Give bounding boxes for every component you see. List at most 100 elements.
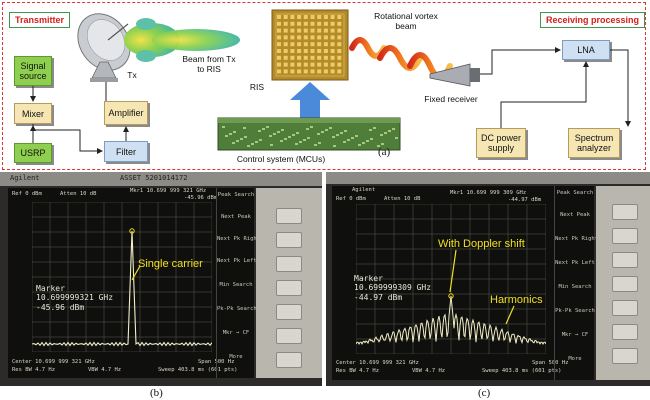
center-freq-c: Center 10.699 999 321 GHz — [336, 360, 419, 366]
span-c: Span 500 Hz — [532, 360, 569, 366]
sweep-c: Sweep 403.8 ms (601 pts) — [482, 368, 562, 374]
softkey-next-peak-b: Next Peak — [221, 214, 251, 220]
system-diagram-panel — [2, 2, 646, 170]
hardkey-c-4 — [612, 276, 638, 292]
instrument-header-b — [0, 172, 322, 186]
asset-label-b: ASSET 5201014172 — [120, 174, 188, 182]
rotational-vortex-beam — [349, 37, 453, 80]
hardkey-b-3 — [276, 256, 302, 272]
softkey-mkr-cf-b: Mkr → CF — [222, 330, 250, 336]
softkey-pk-pk-search-c: Pk-Pk Search — [555, 308, 595, 314]
trace-single-carrier — [32, 230, 212, 347]
vbw-c: VBW 4.7 Hz — [412, 368, 446, 374]
callout-harmonics: Harmonics — [490, 294, 543, 306]
tx-label: Tx — [127, 70, 137, 80]
spectrum-plot-b — [32, 202, 212, 352]
softkey-min-search-b: Min Search — [219, 282, 253, 288]
ref-level-b: Ref 0 dBm — [12, 191, 42, 197]
tx-beam-lobe — [124, 18, 240, 62]
hardkey-c-6 — [612, 324, 638, 340]
vbw-b: VBW 4.7 Hz — [88, 367, 122, 373]
hardkey-b-2 — [276, 232, 302, 248]
hardkey-b-1 — [276, 208, 302, 224]
button-bezel-b — [256, 188, 322, 378]
spectrum-photo-c: Agilent Ref 0 dBm Atten 10 dB Mkr1 10.69… — [326, 172, 650, 386]
transmitter-tag: Transmitter — [9, 12, 71, 28]
sweep-b: Sweep 403.8 ms (601 pts) — [158, 367, 238, 373]
mkr-readout-b: Mkr1 10.699 999 321 GHz — [130, 188, 207, 194]
beam-label: Beam from Tx to RIS — [182, 54, 236, 74]
softkey-more-c: More — [568, 356, 582, 362]
dc-power-supply-box: DC power supply — [476, 128, 526, 158]
hardkey-b-7 — [276, 352, 302, 368]
res-bw-c: Res BW 4.7 Hz — [336, 368, 380, 374]
spectrum-plot-c — [356, 204, 546, 354]
vortex-beam-label: Rotational vortex beam — [374, 11, 438, 31]
softkey-next-pk-left-b: Next Pk Left — [217, 258, 257, 264]
caption-c: (c) — [478, 387, 491, 399]
ref-level-c: Ref 0 dBm — [336, 196, 366, 202]
mkr-level-b: -45.96 dBm — [184, 195, 218, 201]
marker-title-b: Marker — [36, 284, 65, 293]
spectrum-screen-b: Ref 0 dBm Atten 10 dB Mkr1 10.699 999 32… — [8, 188, 261, 378]
trace-doppler — [356, 295, 546, 345]
instrument-header-c — [326, 172, 650, 184]
button-bezel-c — [596, 186, 650, 380]
caption-a: (a) — [378, 146, 391, 158]
softkey-peak-search-c: Peak Search — [556, 190, 594, 196]
lna-box: LNA — [562, 40, 610, 60]
callout-doppler-shift: With Doppler shift — [438, 238, 525, 250]
mkr-level-c: -44.97 dBm — [508, 197, 542, 203]
softkey-more-b: More — [229, 354, 243, 360]
atten-c: Atten 10 dB — [384, 196, 421, 202]
marker-level-c: -44.97 dBm — [354, 293, 403, 302]
lna-to-analyzer-arrow — [610, 49, 631, 127]
center-freq-b: Center 10.699 999 321 GHz — [12, 359, 95, 365]
spectrum-screen-c: Agilent Ref 0 dBm Atten 10 dB Mkr1 10.69… — [332, 186, 599, 380]
hardkey-c-2 — [612, 228, 638, 244]
softkey-next-pk-right-c: Next Pk Right — [555, 236, 599, 242]
marker-level-b: -45.96 dBm — [36, 303, 85, 312]
dc-to-lna-arrow — [500, 61, 589, 128]
marker-freq-c: 10.699999309 GHz — [354, 283, 432, 292]
marker-freq-b: 10.699999321 GHz — [36, 293, 114, 302]
tx-dish-antenna — [77, 13, 131, 82]
marker-title-c: Marker — [354, 274, 383, 283]
diagram-graphics — [30, 9, 631, 154]
hardkey-c-3 — [612, 252, 638, 268]
fixed-receiver-label: Fixed receiver — [424, 94, 478, 104]
ris-label: RIS — [249, 82, 265, 92]
receiving-processing-tag: Receiving processing — [540, 12, 646, 28]
hardkey-c-7 — [612, 348, 638, 364]
res-bw-b: Res BW 4.7 Hz — [12, 367, 56, 373]
hardkey-c-5 — [612, 300, 638, 316]
softkey-mkr-cf-c: Mkr → CF — [561, 332, 589, 338]
callout-single-carrier: Single carrier — [138, 258, 203, 270]
marker-dot-c — [448, 293, 454, 299]
spectrum-photo-b: Agilent ASSET 5201014172 Ref 0 dBm Atten… — [0, 172, 322, 386]
callout-arrow-b — [131, 265, 141, 281]
filter-box: Filter — [104, 141, 148, 162]
marker-dot-b — [129, 228, 135, 234]
softkey-next-pk-left-c: Next Pk Left — [555, 260, 595, 266]
callout-arrow-doppler — [449, 249, 457, 293]
usrp-box: USRP — [14, 143, 52, 163]
brand-b: Agilent — [10, 174, 40, 182]
atten-b: Atten 10 dB — [60, 191, 97, 197]
receiver-to-lna-arrow — [480, 47, 561, 75]
hardkey-b-4 — [276, 280, 302, 296]
softkey-min-search-c: Min Search — [558, 284, 592, 290]
hardkey-b-6 — [276, 328, 302, 344]
callout-arrow-harmonics — [505, 305, 515, 325]
mkr-readout-c: Mkr1 10.699 999 309 GHz — [450, 190, 527, 196]
ris-panel — [271, 9, 349, 81]
softkey-column-c: Peak Search Next Peak Next Pk Right Next… — [554, 186, 599, 380]
brand-c: Agilent — [352, 187, 376, 193]
control-system-label: Control system (MCUs) — [236, 154, 326, 164]
caption-b: (b) — [150, 387, 163, 399]
hardkey-b-5 — [276, 304, 302, 320]
amplifier-box: Amplifier — [104, 101, 148, 125]
softkey-column-b: Peak Search Next Peak Next Pk Right Next… — [216, 188, 261, 378]
spectrum-analyzer-box: Spectrum analyzer — [568, 128, 620, 158]
softkey-next-pk-right-b: Next Pk Right — [217, 236, 261, 242]
